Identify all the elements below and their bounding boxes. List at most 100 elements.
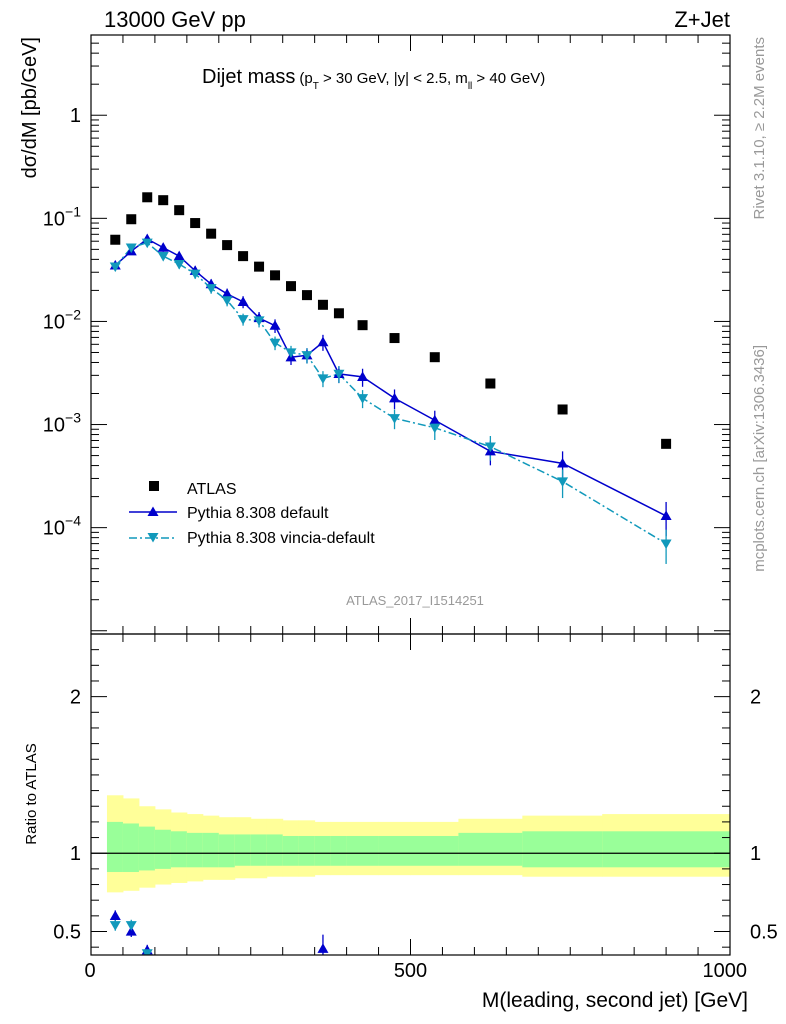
- legend-label-pythia-default: Pythia 8.308 default: [187, 505, 329, 522]
- ratio-y-tick-label-right: 0.5: [750, 922, 778, 944]
- header-left: 13000 GeV pp: [104, 7, 246, 32]
- main-axis-ticks: [90, 34, 731, 634]
- ratio-markers: [109, 910, 329, 955]
- x-tick-label: 500: [394, 960, 427, 982]
- y-tick-label: 1: [70, 105, 81, 127]
- green-uncertainty-band: [186, 832, 204, 868]
- series-line-pythia-default: [114, 238, 667, 517]
- data-point-atlas: [389, 333, 400, 344]
- data-point-pythia-vincia: [317, 374, 329, 384]
- main-markers: [109, 192, 672, 550]
- data-point-pythia-vincia: [125, 243, 137, 254]
- data-point-pythia-default: [173, 250, 185, 261]
- green-uncertainty-band: [202, 832, 220, 868]
- y-axis-label-ratio: Ratio to ATLAS: [23, 743, 40, 844]
- legend: ATLAS Pythia 8.308 default Pythia 8.308 …: [129, 481, 375, 547]
- y-tick-label: 10−2: [43, 306, 81, 333]
- data-point-pythia-vincia: [189, 269, 201, 280]
- main-panel: 1 10−1 10−2 10−3 10−4 dσ/dM [pb/GeV] Dijet m…: [19, 34, 731, 635]
- x-axis-label: M(leading, second jet) [GeV]: [482, 989, 748, 1012]
- data-point-pythia-default: [557, 457, 569, 468]
- rivet-label: Rivet 3.1.10, ≥ 2.2M events: [751, 37, 768, 220]
- data-point-atlas: [357, 320, 368, 331]
- analysis-watermark: ATLAS_2017_I1514251: [346, 593, 484, 608]
- data-point-atlas: [238, 251, 249, 262]
- legend-marker-atlas: [149, 481, 159, 491]
- green-uncertainty-band: [282, 835, 300, 866]
- data-point-pythia-default: [221, 288, 233, 299]
- green-uncertainty-band: [250, 834, 268, 866]
- data-point-pythia-vincia: [253, 316, 265, 327]
- data-point-pythia-default: [429, 414, 441, 425]
- green-uncertainty-band: [266, 834, 284, 866]
- green-uncertainty-band: [410, 835, 459, 866]
- data-point-pythia-vincia: [237, 315, 249, 325]
- data-point-pythia-vincia: [157, 252, 169, 262]
- data-point-pythia-vincia: [221, 296, 233, 306]
- data-point-atlas: [661, 438, 672, 449]
- main-chart-title: Dijet mass (pT > 30 GeV, |y| < 2.5, mll >…: [202, 66, 545, 92]
- header-right: Z+Jet: [674, 7, 730, 32]
- green-uncertainty-band: [154, 829, 172, 869]
- data-point-atlas: [485, 378, 496, 389]
- y-axis-label-main: dσ/dM [pb/GeV]: [19, 37, 41, 178]
- data-point-pythia-vincia: [484, 442, 496, 453]
- data-point-pythia-vincia: [660, 539, 672, 550]
- data-point-atlas: [174, 205, 185, 216]
- data-point-atlas: [254, 261, 265, 272]
- data-point-atlas: [333, 308, 344, 319]
- data-point-atlas: [222, 240, 233, 251]
- green-uncertainty-band: [378, 835, 411, 866]
- legend-label-pythia-vincia: Pythia 8.308 vincia-default: [187, 530, 375, 547]
- ratio-panel: 0.5 0.5 1 1 2 2 0 500 1000 Ratio to ATLAS M(lead…: [23, 633, 778, 1012]
- ratio-y-tick-label-right: 1: [750, 843, 761, 865]
- green-uncertainty-band: [298, 835, 316, 866]
- data-point-pythia-vincia: [389, 414, 401, 424]
- data-point-atlas: [286, 281, 297, 292]
- ratio-point-pythia-vincia: [125, 921, 137, 931]
- data-point-pythia-vincia: [205, 284, 217, 294]
- main-y-tick-labels: 1 10−1 10−2 10−3 10−4: [43, 105, 81, 539]
- data-point-atlas: [190, 218, 201, 229]
- green-uncertainty-band: [138, 826, 156, 871]
- data-point-atlas: [270, 270, 281, 281]
- data-point-atlas: [126, 214, 137, 225]
- y-tick-label: 10−4: [43, 513, 81, 540]
- data-point-pythia-default: [269, 320, 281, 330]
- green-uncertainty-band: [458, 832, 523, 866]
- green-uncertainty-band: [218, 834, 236, 868]
- legend-label-atlas: ATLAS: [187, 481, 237, 498]
- green-uncertainty-band: [330, 835, 348, 866]
- green-uncertainty-band: [106, 821, 124, 873]
- data-point-pythia-vincia: [141, 238, 153, 249]
- green-uncertainty-band: [314, 835, 332, 866]
- y-tick-label: 10−3: [43, 410, 81, 437]
- data-point-pythia-default: [237, 296, 249, 306]
- data-point-pythia-vincia: [173, 259, 185, 270]
- ratio-point-pythia-vincia: [109, 921, 121, 931]
- data-point-atlas: [158, 195, 169, 206]
- data-point-pythia-vincia: [109, 262, 121, 273]
- green-uncertainty-band: [234, 834, 252, 866]
- data-point-atlas: [206, 228, 217, 239]
- data-point-pythia-vincia: [357, 394, 369, 404]
- data-point-pythia-default: [660, 510, 672, 521]
- ratio-y-tick-label: 0.5: [53, 922, 81, 944]
- data-point-atlas: [317, 299, 328, 310]
- x-tick-label: 0: [84, 960, 95, 982]
- data-point-pythia-vincia: [285, 348, 297, 358]
- data-point-pythia-vincia: [269, 338, 281, 349]
- green-uncertainty-band: [346, 835, 380, 866]
- data-point-pythia-vincia: [557, 477, 569, 488]
- data-point-pythia-vincia: [301, 351, 313, 361]
- ratio-axis-ticks: [90, 634, 731, 955]
- data-point-pythia-default: [357, 371, 369, 381]
- data-point-pythia-vincia: [333, 369, 345, 380]
- green-uncertainty-band: [170, 831, 188, 868]
- data-point-pythia-default: [317, 336, 329, 347]
- legend-marker-pythia-vincia: [147, 533, 159, 543]
- data-point-pythia-default: [389, 392, 401, 403]
- data-point-pythia-vincia: [429, 423, 441, 434]
- y-tick-label: 10−1: [43, 203, 81, 230]
- data-point-pythia-default: [157, 242, 169, 252]
